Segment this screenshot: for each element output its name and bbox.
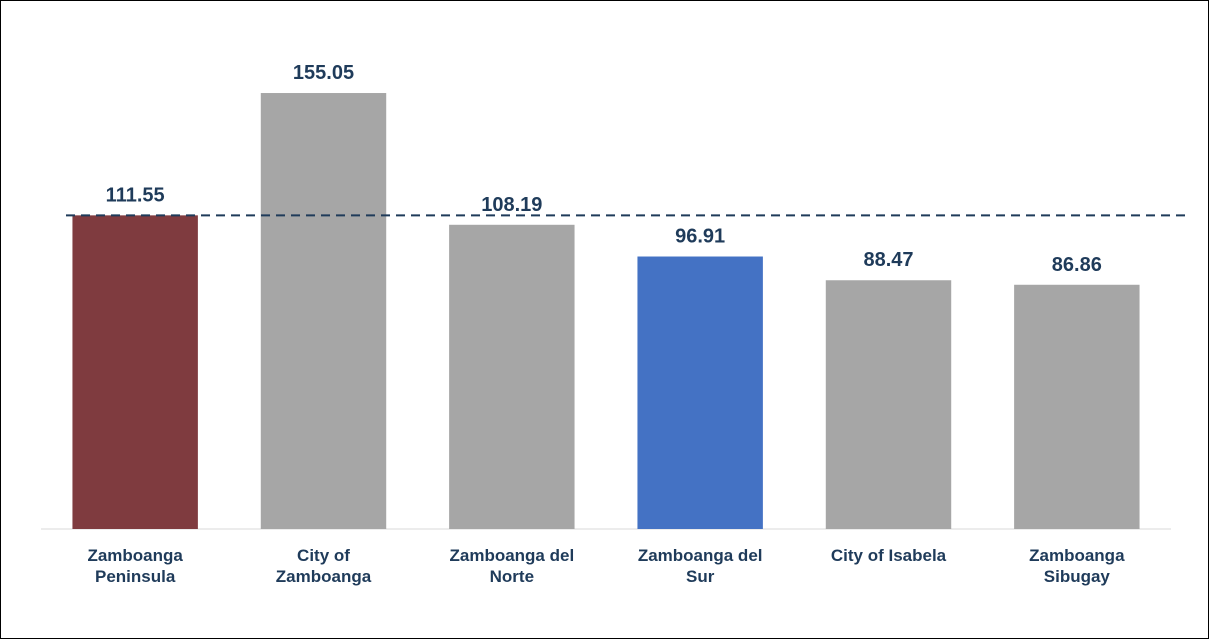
bar — [1014, 284, 1140, 529]
value-label: 96.91 — [675, 226, 725, 248]
x-tick-label: Zamboanga Sibugay — [1029, 546, 1125, 586]
x-tick-label: City of Isabela — [830, 546, 947, 565]
value-label: 155.05 — [293, 62, 354, 84]
x-tick-label: Zamboanga del Norte — [449, 546, 575, 586]
value-label: 86.86 — [1052, 254, 1102, 276]
bar — [449, 224, 575, 530]
bar — [825, 280, 952, 529]
x-tick-label: Zamboanga del Sur — [637, 546, 763, 586]
x-tick-label: City of Zamboanga — [275, 546, 372, 586]
bar — [72, 215, 198, 529]
x-tick-label: Zamboanga Peninsula — [87, 546, 183, 586]
bar — [260, 93, 387, 529]
value-label: 88.47 — [863, 249, 913, 271]
value-label: 108.19 — [481, 194, 542, 216]
bar — [637, 256, 763, 529]
value-label: 111.55 — [106, 184, 165, 206]
